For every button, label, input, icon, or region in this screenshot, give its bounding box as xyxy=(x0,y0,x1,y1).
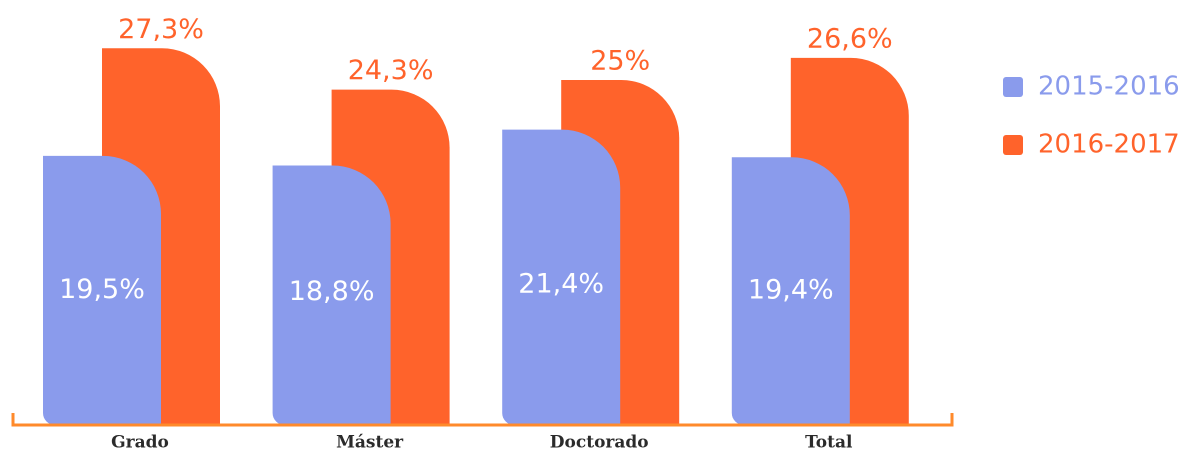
x-tick-label: Doctorado xyxy=(550,433,649,453)
value-label: 27,3% xyxy=(118,14,204,45)
value-label: 21,4% xyxy=(518,268,604,299)
bars xyxy=(43,48,909,426)
value-label: 18,8% xyxy=(289,276,375,307)
bar xyxy=(43,155,161,425)
bar xyxy=(502,129,621,425)
legend-label: 2016-2017 xyxy=(1038,130,1180,160)
value-label: 19,4% xyxy=(748,274,834,305)
bar xyxy=(272,165,391,425)
value-label: 19,5% xyxy=(59,274,145,305)
value-label: 24,3% xyxy=(348,55,434,86)
value-label: 25% xyxy=(590,46,650,77)
x-tick-label: Total xyxy=(805,433,853,453)
legend-swatch xyxy=(1003,135,1023,155)
value-label: 26,6% xyxy=(807,23,893,54)
x-tick-label: Grado xyxy=(111,433,169,453)
x-tick-label: Máster xyxy=(336,433,404,453)
baseline xyxy=(11,413,954,427)
legend-swatch xyxy=(1003,77,1023,97)
legend-label: 2015-2016 xyxy=(1038,72,1180,102)
bar xyxy=(731,157,850,425)
